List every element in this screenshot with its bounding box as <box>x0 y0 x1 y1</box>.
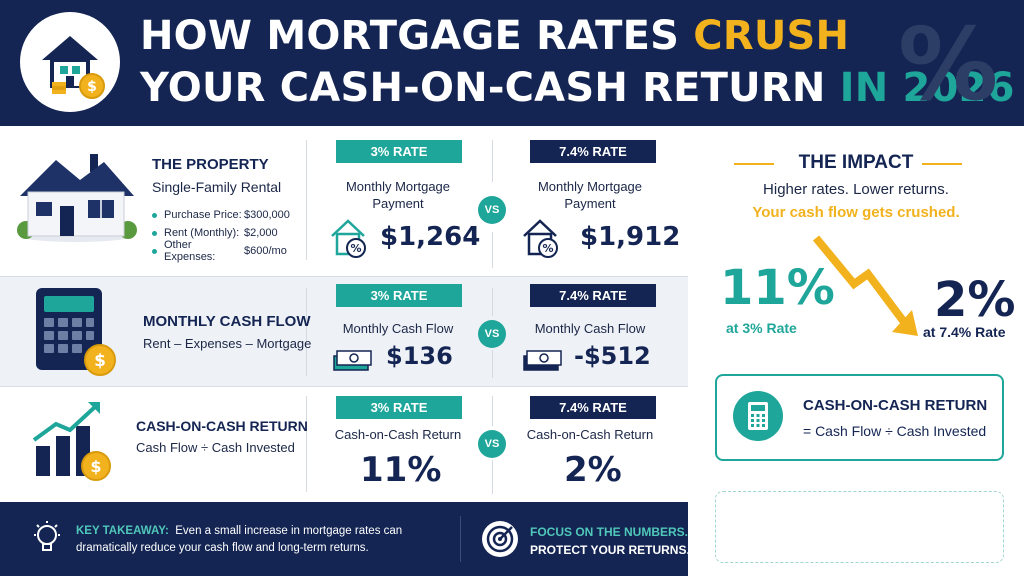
coc-label: Cash-on-Cash Return <box>526 427 654 442</box>
growth-chart-coin-icon: $ <box>32 402 111 481</box>
high-rate-caption: at 7.4% Rate <box>923 324 1006 340</box>
coc-label: Cash-on-Cash Return <box>334 427 462 442</box>
column-separator <box>492 350 493 378</box>
cash-stack-icon <box>333 350 372 371</box>
title-rule <box>922 163 962 165</box>
cash-flow-label: Monthly Cash Flow <box>534 321 646 336</box>
svg-text:$: $ <box>87 79 97 95</box>
column-separator <box>306 288 307 376</box>
property-type: Single-Family Rental <box>152 179 282 195</box>
rate-pill-low: 3% RATE <box>336 396 462 419</box>
column-separator <box>306 140 307 260</box>
house-illustration-icon <box>17 154 137 242</box>
svg-text:%: % <box>350 242 361 255</box>
high-rate-coc: 2% <box>564 450 622 490</box>
property-details: Purchase Price: $300,000 Rent (Monthly): $… <box>152 206 290 263</box>
calculator-icon <box>748 402 768 430</box>
svg-text:%: % <box>542 242 553 255</box>
footer-divider <box>460 516 461 562</box>
formula-box-title: CASH-ON-CASH RETURN <box>803 397 988 414</box>
cash-flow-label: Monthly Cash Flow <box>342 321 454 336</box>
cash-flow-heading: MONTHLY CASH FLOW <box>143 313 311 330</box>
focus-message: FOCUS ON THE NUMBERS. PROTECT YOUR RETUR… <box>530 525 690 557</box>
high-rate-stat: 2% <box>934 272 1016 328</box>
rate-pill-low: 3% RATE <box>336 140 462 163</box>
title-rule <box>734 163 774 165</box>
calculator-coin-icon: $ <box>36 288 116 376</box>
low-rate-caption: at 3% Rate <box>726 320 797 336</box>
mortgage-payment-label: Monthly Mortgage Payment <box>345 179 451 211</box>
low-rate-payment: $1,264 <box>380 222 481 252</box>
low-rate-stat: 11% <box>720 260 835 316</box>
vs-badge: VS <box>478 196 506 224</box>
lightbulb-icon <box>34 521 60 551</box>
high-rate-payment: $1,912 <box>580 222 681 252</box>
formula-box-formula: = Cash Flow ÷ Cash Invested <box>803 423 987 439</box>
svg-text:$: $ <box>94 351 106 371</box>
column-separator <box>492 396 493 426</box>
impact-line2: Your cash flow gets crushed. <box>752 204 960 221</box>
high-rate-cash-flow: -$512 <box>574 342 651 370</box>
vs-badge: VS <box>478 430 506 458</box>
coc-heading: CASH-ON-CASH RETURN <box>136 418 308 434</box>
downward-arrow-icon <box>812 235 918 336</box>
house-percent-icon: % <box>331 219 366 258</box>
mortgage-payment-label: Monthly Mortgage Payment <box>537 179 643 211</box>
row-divider <box>0 386 688 387</box>
key-takeaway: KEY TAKEAWAY: Even a small increase in m… <box>76 525 403 554</box>
header-banner: $ HOW MORTGAGE RATES CRUSH YOUR CASH-ON-… <box>0 0 1024 126</box>
detail-purchase-price: Purchase Price: $300,000 <box>152 206 290 224</box>
rate-pill-high: 7.4% RATE <box>530 140 656 163</box>
rate-pill-high: 7.4% RATE <box>530 284 656 307</box>
house-coin-logo-icon: $ <box>42 36 105 99</box>
low-rate-cash-flow: $136 <box>386 342 453 370</box>
cash-flow-formula: Rent – Expenses – Mortgage <box>143 336 312 351</box>
cash-stack-icon <box>523 350 562 371</box>
column-separator <box>492 460 493 494</box>
page-title: HOW MORTGAGE RATES CRUSH YOUR CASH-ON-CA… <box>140 13 1015 111</box>
footer-banner <box>0 502 688 576</box>
low-rate-coc: 11% <box>360 450 442 490</box>
rate-pill-high: 7.4% RATE <box>530 396 656 419</box>
empty-dashed-box <box>715 491 1004 563</box>
detail-other-expenses: Other Expenses: $600/mo <box>152 239 290 263</box>
column-separator <box>492 140 493 182</box>
target-icon <box>482 521 518 557</box>
column-separator <box>492 232 493 268</box>
column-separator <box>492 288 493 316</box>
coc-formula: Cash Flow ÷ Cash Invested <box>136 440 295 455</box>
vs-badge: VS <box>478 320 506 348</box>
column-separator <box>306 396 307 492</box>
detail-rent: Rent (Monthly): $2,000 <box>152 224 290 242</box>
impact-line1: Higher rates. Lower returns. <box>763 181 949 198</box>
row-divider <box>0 276 688 277</box>
house-percent-icon: % <box>523 219 558 258</box>
impact-panel <box>688 126 1024 576</box>
rate-pill-low: 3% RATE <box>336 284 462 307</box>
property-heading: THE PROPERTY <box>152 156 269 173</box>
impact-title: THE IMPACT <box>798 152 914 173</box>
svg-text:$: $ <box>90 457 101 476</box>
percent-watermark: % <box>898 6 999 123</box>
